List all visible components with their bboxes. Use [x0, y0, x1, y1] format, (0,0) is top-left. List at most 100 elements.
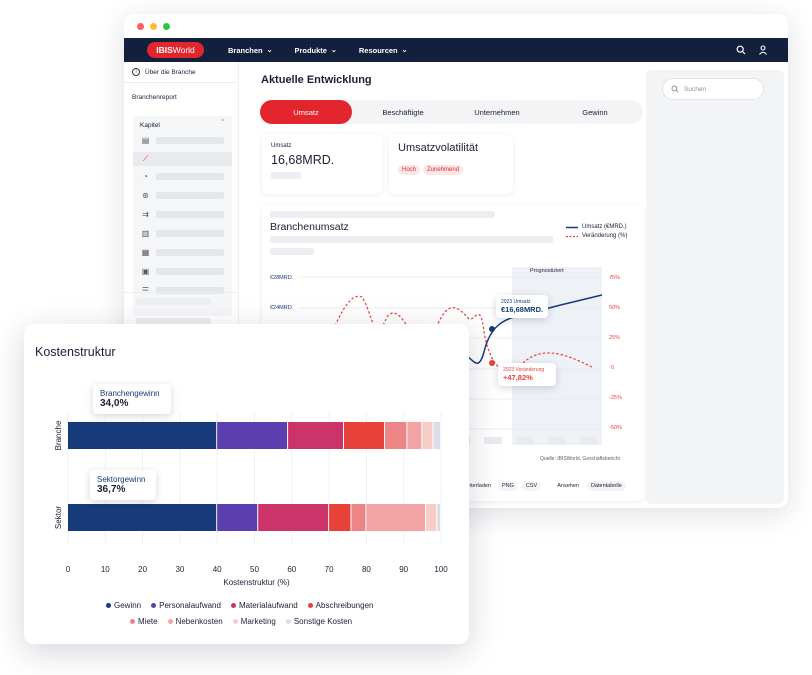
download-toolbar: unterladen PNG CSV Ansehen Datentabelle [462, 481, 626, 491]
close-dot[interactable] [137, 23, 144, 30]
x-tick-label: 30 [175, 565, 184, 574]
sidebar-report: Branchenreport [132, 94, 177, 101]
sidebar-chapter-6[interactable]: ▥ [141, 229, 224, 238]
sidebar-chapter-2[interactable]: ⟋ [133, 152, 232, 166]
x-tick-label: 0 [66, 565, 71, 574]
nav-branchen[interactable]: Branchen ⌄ [228, 45, 273, 55]
change-point-2023[interactable] [489, 360, 495, 366]
bar-sektor-materialaufwand[interactable] [258, 504, 329, 531]
bar-sektor-gewinn[interactable] [68, 504, 217, 531]
sidebar-about[interactable]: i Über die Branche [132, 68, 196, 76]
tab-umsatz[interactable]: Umsatz [260, 100, 352, 124]
x-tick-label: 70 [325, 565, 334, 574]
chevron-up-icon[interactable]: ˆ [221, 120, 224, 127]
legend-label: Nebenkosten [175, 617, 223, 626]
sidebar-chapter-8[interactable]: ▣ [141, 267, 224, 276]
bar-branche-miete[interactable] [385, 422, 407, 449]
tooltip-change-label: 2023 Veränderung [503, 367, 545, 373]
bar-sektor-personalaufwand[interactable] [217, 504, 258, 531]
legend-dot [106, 603, 111, 608]
arrows-icon: ⇉ [142, 210, 149, 219]
change-line [297, 295, 593, 393]
y-right-tick-neg50: -50% [609, 425, 622, 431]
revenue-point-2023[interactable] [489, 326, 495, 332]
y-left-tick-24: €24MRD. [270, 305, 294, 311]
ibisworld-logo[interactable]: IBIS World [147, 42, 204, 58]
badge-icon: ⊛ [142, 191, 149, 200]
bar-branche-personalaufwand[interactable] [217, 422, 288, 449]
chart-legend: Umsatz (€MRD.) Veränderung (%) [566, 224, 627, 239]
bar-branche-marketing[interactable] [422, 422, 433, 449]
user-icon[interactable] [758, 45, 768, 55]
legend-label: Personalaufwand [159, 601, 221, 610]
nav-produkte[interactable]: Produkte ⌄ [294, 45, 337, 55]
search-box[interactable]: Suchen [662, 78, 764, 100]
x-tick-label: 60 [287, 565, 296, 574]
y-right-tick-75: 75% [609, 275, 621, 281]
sidebar-chapter-7[interactable]: ▦ [141, 248, 224, 257]
tab-beschaeftigte[interactable]: Beschäftigte [382, 107, 424, 117]
bar-branche-materialaufwand[interactable] [288, 422, 344, 449]
bar-sektor-nebenkosten[interactable] [366, 504, 426, 531]
legend-item: Miete [130, 617, 158, 626]
legend-item: Materialaufwand [230, 601, 298, 610]
category-label: Sektor [54, 506, 63, 529]
datatable-button[interactable]: Datentabelle [586, 481, 626, 491]
kostenstruktur-card: Kostenstruktur Branche Sektor 0 10 20 30 40 50 6… [24, 324, 469, 644]
kpi-label: Umsatz [271, 143, 292, 149]
forecast-label: Prognostiziert [530, 268, 564, 274]
tab-gewinn[interactable]: Gewinn [582, 107, 608, 117]
sidebar: i Über die Branche Branchenreport Kapite… [124, 62, 239, 508]
bar-branche-sonstige-kosten[interactable] [433, 422, 440, 449]
tooltip-change-value: +47,82% [503, 373, 533, 382]
sidebar-chapter-4[interactable]: ⊛ [141, 191, 224, 200]
kapitel-header[interactable]: Kapitel [140, 122, 160, 129]
bar-sektor-miete[interactable] [351, 504, 366, 531]
y-right-tick-0: 0 [611, 365, 615, 371]
book-icon: ▤ [141, 136, 150, 145]
chart-source: Quelle: IBISWorld, Geschäftsbericht [540, 456, 620, 462]
volatility-title: Umsatzvolatilität [398, 142, 479, 154]
bar-sektor-marketing[interactable] [426, 504, 437, 531]
nav-resourcen[interactable]: Resourcen ⌄ [358, 45, 408, 55]
x-tick-label: 40 [213, 565, 222, 574]
chevron-down-icon: ⌄ [266, 47, 273, 54]
legend-veraenderung: Veränderung (%) [582, 233, 628, 239]
maximize-dot[interactable] [163, 23, 170, 30]
legend-label: Sonstige Kosten [293, 617, 353, 626]
chevron-down-icon: ⌄ [401, 47, 408, 54]
search-icon[interactable] [736, 45, 746, 55]
legend-dot [232, 619, 238, 624]
tab-unternehmen[interactable]: Unternehmen [474, 107, 520, 117]
search-input[interactable]: Suchen [684, 85, 707, 93]
bar-sektor-abschreibungen[interactable] [329, 504, 351, 531]
legend-dot [151, 603, 157, 608]
bar-branche-abschreibungen[interactable] [344, 422, 385, 449]
legend-item: Personalaufwand [151, 601, 221, 610]
minimize-dot[interactable] [150, 23, 157, 30]
sidebar-chapter-5[interactable]: ⇉ [141, 210, 224, 219]
kosten-legend-row-2: Miete Nebenkosten Marketing Sonstige Kosten [130, 617, 352, 626]
callout-sektorgewinn: Sektorgewinn 36,7% [90, 470, 156, 500]
x-tick-label: 20 [138, 565, 147, 574]
callout-branchengewinn: Branchengewinn 34,0% [93, 384, 171, 414]
download-button[interactable]: unterladen [465, 483, 491, 489]
callout-sektorgewinn-label: Sektorgewinn [97, 475, 146, 484]
kpi-value: 16,68MRD. [271, 153, 335, 167]
sidebar-chapter-1[interactable]: ▤ [141, 136, 224, 145]
list-icon: ☰ [141, 286, 150, 295]
bar-branche-nebenkosten[interactable] [407, 422, 422, 449]
x-tick-label: 80 [362, 565, 371, 574]
png-button[interactable]: PNG [498, 481, 518, 491]
sidebar-chapter-9[interactable]: ☰ [141, 286, 224, 295]
y-left-tick-28: €28MRD. [270, 275, 294, 281]
legend-umsatz: Umsatz (€MRD.) [582, 224, 627, 230]
bar-branche-gewinn[interactable] [68, 422, 217, 449]
view-button[interactable]: Ansehen [557, 483, 579, 489]
bar-sektor-sonstige-kosten[interactable] [437, 504, 440, 531]
x-tick-label: 90 [399, 565, 408, 574]
sidebar-chapter-3[interactable]: ◔ [141, 172, 224, 181]
tooltip-umsatz-value: €16,68MRD. [501, 305, 544, 314]
search-icon [671, 85, 679, 93]
csv-button[interactable]: CSV [521, 481, 542, 491]
